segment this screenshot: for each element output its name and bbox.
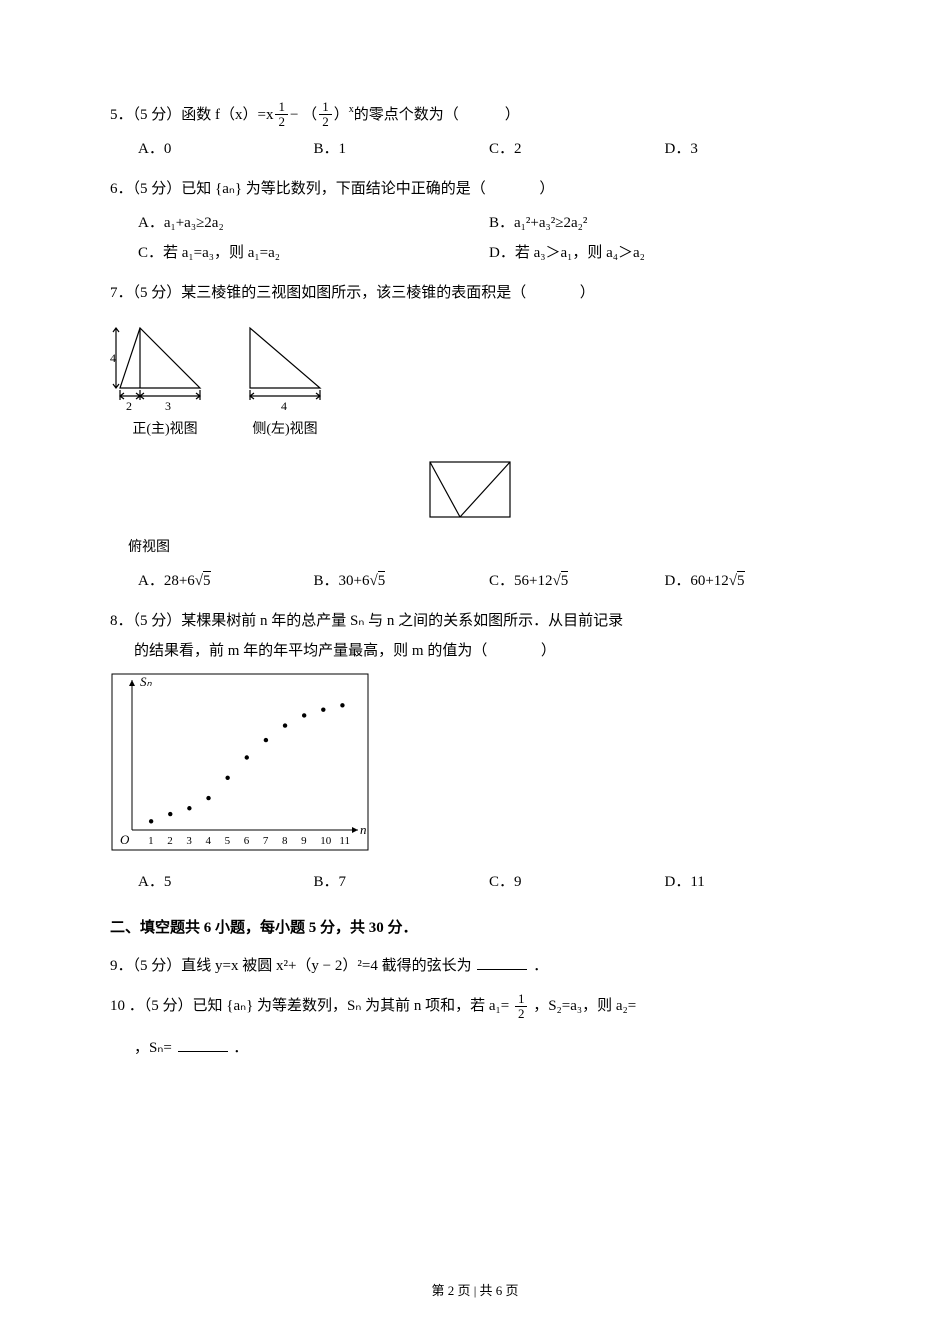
svg-text:9: 9 — [301, 835, 307, 847]
q6-opt-d: D．若 a₃＞a₁，则 a₄＞a₂ — [489, 238, 840, 268]
front-label: 正(主)视图 — [110, 416, 220, 444]
q7-opt-d: D．60+125 — [665, 566, 841, 596]
svg-text:10: 10 — [320, 835, 332, 847]
svg-text:4: 4 — [206, 835, 212, 847]
front-view: 4 2 3 正(主)视图 — [110, 318, 220, 444]
svg-text:7: 7 — [263, 835, 269, 847]
frac-1-2-b: 1 2 — [319, 100, 332, 130]
q7-opts: A．28+65 B．30+65 C．56+125 D．60+125 — [110, 566, 840, 596]
q10-line2: ，Sₙ= ． — [110, 1033, 840, 1063]
q8-opt-c: C．9 — [489, 867, 665, 897]
svg-text:3: 3 — [186, 835, 192, 847]
svg-text:5: 5 — [225, 835, 231, 847]
q7-diagrams: 4 2 3 正(主)视图 4 侧(左)视图 — [110, 318, 840, 444]
q6-opt-a: A．a₁+a₃≥2a₂ — [138, 208, 489, 238]
q5-mid2: ） — [334, 100, 349, 130]
svg-text:6: 6 — [244, 835, 250, 847]
front-view-svg: 4 2 3 — [110, 318, 220, 414]
svg-text:3: 3 — [165, 399, 171, 413]
q6-line: 6．（5 分）已知 {aₙ} 为等比数列，下面结论中正确的是（ ） — [110, 174, 840, 204]
q7: 7．（5 分）某三棱锥的三视图如图所示，该三棱锥的表面积是（ ） — [110, 278, 840, 596]
q6-opts: A．a₁+a₃≥2a₂ B．a₁²+a₃²≥2a₂² C．若 a₁=a₃，则 a… — [110, 208, 840, 268]
side-view: 4 侧(左)视图 — [240, 318, 330, 444]
q8-opts: A．5 B．7 C．9 D．11 — [110, 867, 840, 897]
paren-space — [459, 100, 505, 130]
q10: 10 ．（5 分）已知 {aₙ} 为等差数列，Sₙ 为其前 n 项和，若 a₁=… — [110, 991, 840, 1063]
q5-opt-c: C．2 — [489, 134, 665, 164]
side-label: 侧(左)视图 — [240, 416, 330, 444]
q8-opt-d: D．11 — [665, 867, 841, 897]
q6: 6．（5 分）已知 {aₙ} 为等比数列，下面结论中正确的是（ ） A．a₁+a… — [110, 174, 840, 268]
q9: 9．（5 分）直线 y=x 被圆 x²+（y − 2）²=4 截得的弦长为 ． — [110, 951, 840, 981]
q6-opt-b: B．a₁²+a₃²≥2a₂² — [489, 208, 840, 238]
frac-1-2: 1 2 — [275, 100, 288, 130]
blank — [178, 1037, 228, 1052]
q5: 5．（5 分）函数 f（x）=x 1 2 − （ 1 2 ） x 的零点个数为（… — [110, 100, 840, 164]
q8-chart: Sₙ n O 1 2 3 4 5 6 7 8 9 10 11 — [110, 672, 840, 863]
q6-opt-c: C．若 a₁=a₃，则 a₁=a₂ — [138, 238, 489, 268]
frac-1-2-c: 1 2 — [515, 992, 528, 1022]
svg-text:11: 11 — [339, 835, 350, 847]
paren-space — [490, 181, 536, 197]
q6-row1: A．a₁+a₃≥2a₂ B．a₁²+a₃²≥2a₂² — [138, 208, 840, 238]
q5-mid1: − （ — [290, 100, 317, 130]
page-footer: 第 2 页 | 共 6 页 — [0, 1278, 950, 1304]
q5-line: 5．（5 分）函数 f（x）=x 1 2 − （ 1 2 ） x 的零点个数为（… — [110, 100, 840, 130]
svg-text:n: n — [360, 822, 367, 837]
svg-text:4: 4 — [110, 351, 116, 365]
q5-opt-b: B．1 — [314, 134, 490, 164]
top-view-svg — [420, 452, 530, 532]
q5-prefix: 5．（5 分）函数 f（x）=x — [110, 100, 273, 130]
q5-mid3: 的零点个数为（ — [354, 100, 459, 130]
top-view: 俯视图 — [110, 452, 840, 562]
q7-opt-c: C．56+125 — [489, 566, 665, 596]
q7-opt-a: A．28+65 — [138, 566, 314, 596]
q10-line1: 10 ．（5 分）已知 {aₙ} 为等差数列，Sₙ 为其前 n 项和，若 a₁=… — [110, 991, 840, 1021]
q5-opt-d: D．3 — [665, 134, 841, 164]
blank — [477, 955, 527, 970]
q5-opt-a: A．0 — [138, 134, 314, 164]
q8-line1: 8．（5 分）某棵果树前 n 年的总产量 Sₙ 与 n 之间的关系如图所示．从目… — [110, 606, 840, 636]
q5-end: ） — [505, 100, 520, 130]
svg-text:2: 2 — [167, 835, 173, 847]
top-label: 俯视图 — [110, 534, 840, 562]
paren-space — [530, 285, 576, 301]
q8-chart-svg: Sₙ n O 1 2 3 4 5 6 7 8 9 10 11 — [110, 672, 370, 852]
q8-opt-a: A．5 — [138, 867, 314, 897]
svg-text:1: 1 — [148, 835, 154, 847]
q7-line: 7．（5 分）某三棱锥的三视图如图所示，该三棱锥的表面积是（ ） — [110, 278, 840, 308]
svg-text:8: 8 — [282, 835, 288, 847]
q8-opt-b: B．7 — [314, 867, 490, 897]
paren-space — [491, 643, 537, 659]
svg-text:O: O — [120, 832, 130, 847]
q8-line2: 的结果看，前 m 年的年平均产量最高，则 m 的值为（ ） — [110, 636, 840, 666]
q5-opts: A．0 B．1 C．2 D．3 — [110, 134, 840, 164]
q6-row2: C．若 a₁=a₃，则 a₁=a₂ D．若 a₃＞a₁，则 a₄＞a₂ — [138, 238, 840, 268]
section-2-heading: 二、填空题共 6 小题，每小题 5 分，共 30 分． — [110, 913, 840, 943]
svg-text:Sₙ: Sₙ — [140, 674, 153, 689]
q7-opt-b: B．30+65 — [314, 566, 490, 596]
svg-text:2: 2 — [126, 399, 132, 413]
side-view-svg: 4 — [240, 318, 330, 414]
svg-text:4: 4 — [281, 399, 287, 413]
q8: 8．（5 分）某棵果树前 n 年的总产量 Sₙ 与 n 之间的关系如图所示．从目… — [110, 606, 840, 897]
